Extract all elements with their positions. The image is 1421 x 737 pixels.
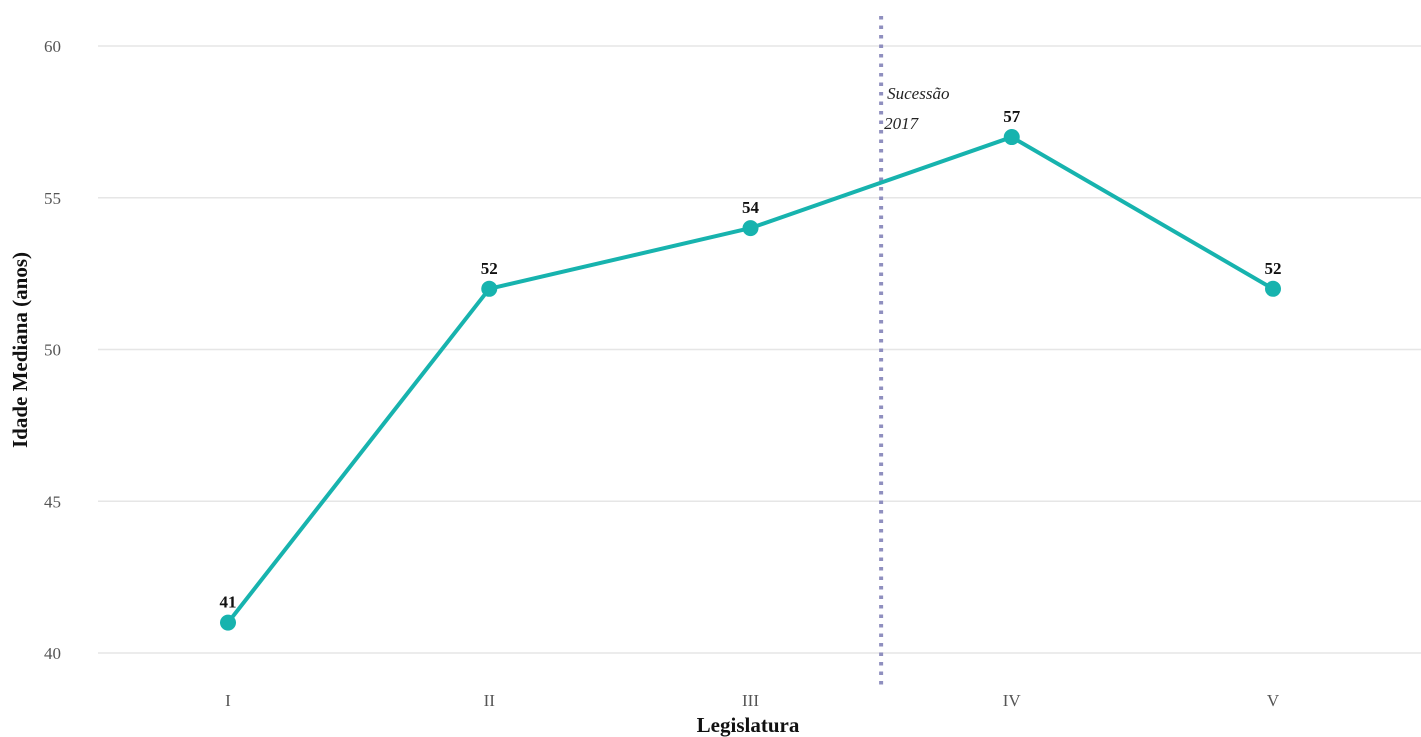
data-label: 41 xyxy=(220,593,237,612)
y-tick-label: 45 xyxy=(44,492,61,511)
series-median-age: 41 52 54 57 52 xyxy=(220,107,1282,631)
data-label: 52 xyxy=(481,259,498,278)
x-tick-label: III xyxy=(742,691,759,710)
data-label: 54 xyxy=(742,198,760,217)
data-point xyxy=(481,280,498,297)
data-point xyxy=(742,220,759,237)
x-tick-label: V xyxy=(1267,691,1280,710)
x-tick-labels: I II III IV V xyxy=(225,691,1280,710)
y-axis-title: Idade Mediana (anos) xyxy=(8,252,32,448)
data-label: 52 xyxy=(1265,259,1282,278)
data-point xyxy=(1265,280,1281,297)
annotation-label-line-1: Sucessão xyxy=(887,84,949,103)
y-tick-label: 50 xyxy=(44,341,61,360)
y-tick-label: 55 xyxy=(44,189,61,208)
x-tick-label: I xyxy=(225,691,231,710)
y-tick-label: 40 xyxy=(44,644,61,663)
data-point xyxy=(220,614,236,631)
y-tick-labels: 40 45 50 55 60 xyxy=(44,37,61,663)
y-gridlines xyxy=(98,45,1421,654)
x-tick-label: II xyxy=(484,691,496,710)
y-tick-label: 60 xyxy=(44,37,61,56)
succession-annotation: Sucessão 2017 xyxy=(879,16,949,686)
annotation-label-line-2: 2017 xyxy=(884,114,920,133)
data-point xyxy=(1003,129,1020,146)
x-axis-title: Legislatura xyxy=(697,713,800,737)
x-tick-label: IV xyxy=(1003,691,1022,710)
data-label: 57 xyxy=(1003,107,1021,126)
